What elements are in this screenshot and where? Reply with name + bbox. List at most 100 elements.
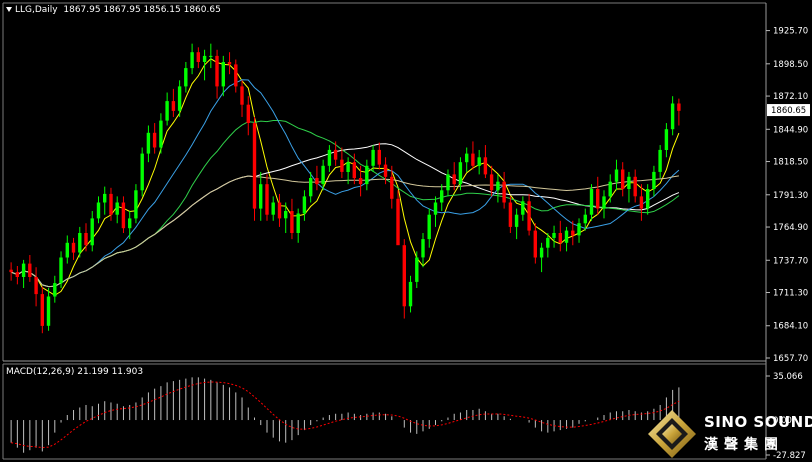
candle-body [109,193,113,215]
candle [589,184,594,221]
macd-signal-line [11,381,680,449]
candle-body [577,223,581,236]
candle [78,226,82,258]
candle-body [415,257,419,282]
candle-body [377,149,381,165]
candle-body [177,86,182,111]
candle [558,220,562,252]
candle-body [352,162,356,179]
candle-body [284,211,288,219]
candle-body [602,196,606,209]
candle [521,196,525,221]
price-tick-label: 1898.50 [773,60,808,70]
candle [539,242,544,273]
candle [271,196,275,221]
dropdown-triangle-icon[interactable] [6,7,12,12]
candle-body [196,52,200,62]
candle-body [552,233,556,238]
candle-body [46,296,51,326]
candle-body [496,181,500,191]
candle-body [664,129,669,150]
candle [396,190,400,246]
price-tick-label: 1684.10 [773,322,808,332]
candle-body [458,162,463,185]
candle [240,80,244,117]
candle-body [596,189,600,209]
candle-body [471,153,475,166]
candle [571,220,575,246]
candle [446,169,450,197]
brand-logo: SINO SOUND 漢聲集團 [644,406,812,462]
candle [377,142,381,170]
main-chart-frame [2,2,767,460]
candle [427,208,431,248]
candle-body [165,101,169,121]
current-price-tag: 1860.65 [767,104,810,117]
candle-body [658,149,662,172]
candle [596,176,600,215]
candle [421,233,425,268]
price-axis: 1925.70 1898.50 1872.10 1844.90 1818.50 1791.… [766,27,808,364]
candle [252,116,257,221]
candle-body [9,269,13,273]
ma-blue-line [10,79,680,288]
candle-body [265,184,269,215]
candle [53,275,57,303]
candle-body [371,149,375,166]
candle [489,165,494,197]
candle [527,193,531,236]
candle [46,287,51,331]
candle-body [508,202,513,227]
candle [502,171,506,209]
candle-body [396,198,400,246]
candle [259,171,263,221]
candle-body [521,201,525,215]
candle-body [564,230,569,243]
candle [140,147,144,197]
candlestick-series [9,43,681,334]
candle [84,223,88,252]
candle [221,55,225,97]
candle-body [277,202,282,219]
candle-body [96,202,101,219]
candle [465,147,469,172]
candle-body [65,242,69,258]
price-tick-label: 1791.30 [773,191,808,201]
candle-body [514,214,519,227]
candle-body [558,233,562,243]
price-tick-label: 1925.70 [773,27,808,37]
macd-tick-label: 0.00 [773,416,792,426]
candle-body [639,196,644,209]
candle-body [221,62,225,87]
candle [21,259,26,288]
candle-body [34,277,38,295]
candle-body [90,218,94,246]
candle [390,165,394,209]
candle-body [633,176,637,197]
candle [658,145,662,179]
candle-body [539,247,544,258]
candle [433,196,438,227]
candle [483,145,488,179]
candle [546,233,550,258]
candle-body [427,214,431,240]
candle [9,262,13,281]
candle [302,190,307,221]
candle [246,96,250,136]
candle [184,61,188,93]
price-tick-label: 1737.70 [773,256,808,266]
candle [408,275,413,313]
candle-body [589,189,594,215]
candle [646,184,650,215]
candle [552,225,556,248]
candle [664,123,669,158]
candle [415,251,419,288]
candle [90,211,94,252]
candle [514,208,519,240]
candle [533,223,537,264]
candle-body [390,176,394,199]
candle-body [527,201,531,231]
candle [277,193,282,227]
